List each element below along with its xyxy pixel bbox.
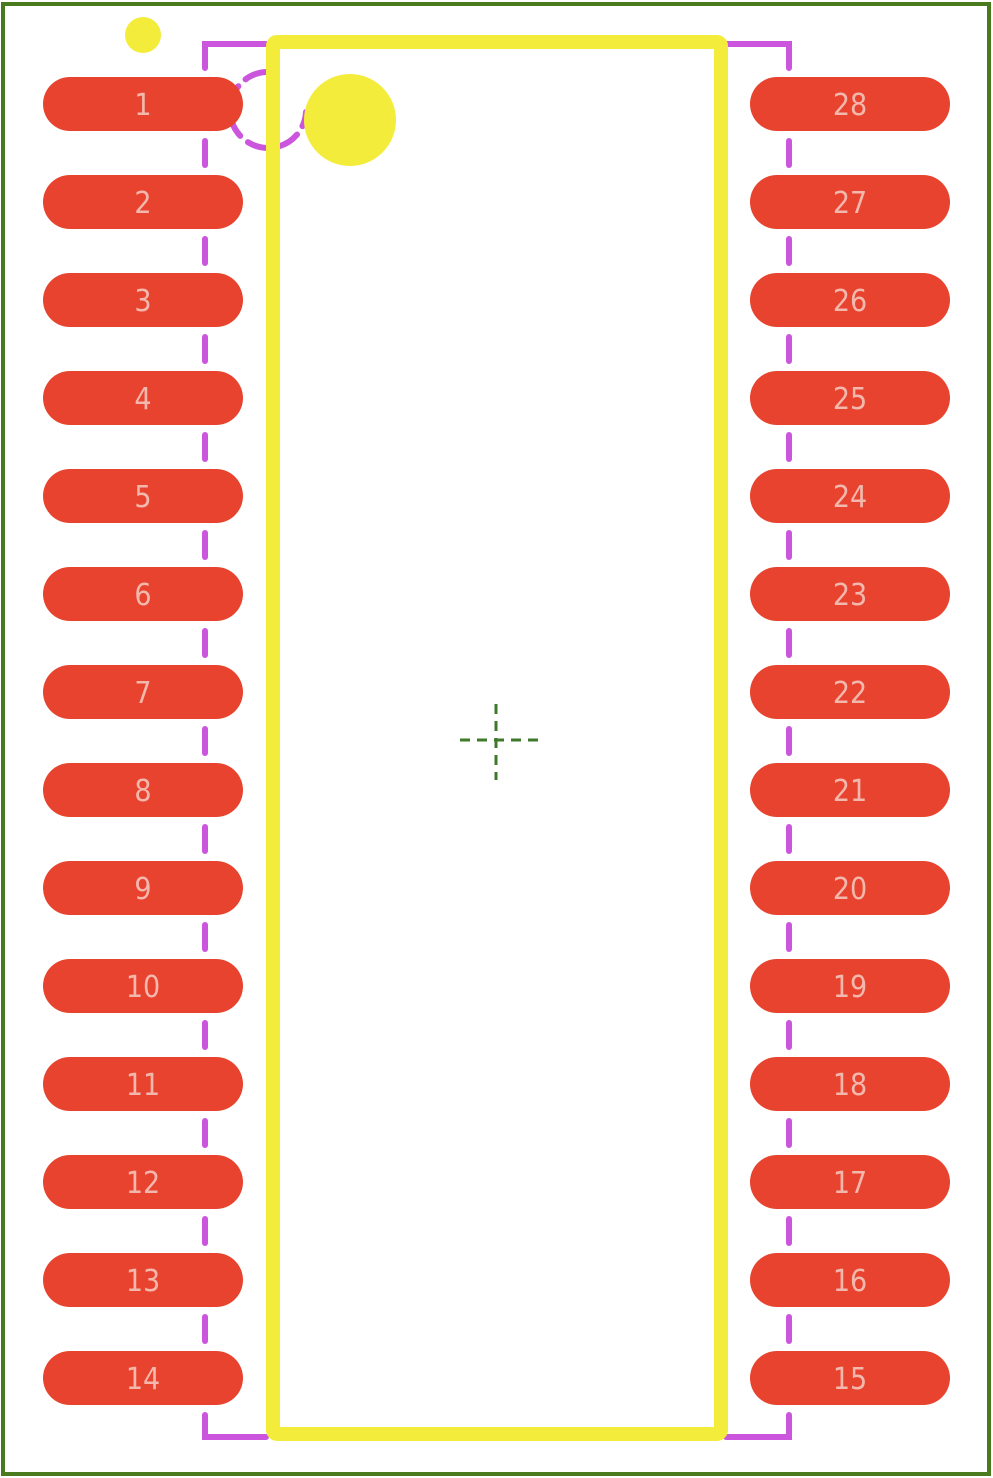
pad-number-label: 2 — [134, 186, 151, 221]
pad-right-3: 26 — [750, 273, 950, 327]
pin1-silkscreen-dot — [304, 74, 396, 166]
pad-shape — [43, 371, 243, 425]
pad-shape — [43, 175, 243, 229]
pad-shape — [750, 371, 950, 425]
pin1-marker-dot — [125, 17, 161, 53]
assembly-bottom-right-corner — [723, 1412, 792, 1440]
pad-shape — [43, 1351, 243, 1405]
pad-right-7: 22 — [750, 665, 950, 719]
assembly-bottom-left-corner — [202, 1412, 269, 1440]
pad-number-label: 7 — [134, 676, 151, 711]
pad-left-1: 1 — [43, 77, 243, 131]
pad-shape — [750, 1057, 950, 1111]
pad-right-12: 17 — [750, 1155, 950, 1209]
pad-number-label: 4 — [134, 382, 151, 417]
pad-right-14: 15 — [750, 1351, 950, 1405]
pad-right-9: 20 — [750, 861, 950, 915]
pad-shape — [750, 665, 950, 719]
right-pad-row: 28 27 26 25 24 23 22 21 20 19 18 17 16 15 — [750, 77, 950, 1405]
silkscreen-body-outline — [266, 35, 728, 1441]
pad-shape — [750, 273, 950, 327]
pad-number-label: 12 — [126, 1166, 160, 1201]
assembly-outline — [202, 41, 792, 1440]
pad-left-13: 13 — [43, 1253, 243, 1307]
pad-right-5: 24 — [750, 469, 950, 523]
pad-number-label: 17 — [833, 1166, 867, 1201]
pad-number-label: 21 — [833, 774, 867, 809]
pad-left-5: 5 — [43, 469, 243, 523]
pad-shape — [43, 665, 243, 719]
pad-left-8: 8 — [43, 763, 243, 817]
pin1-arc — [227, 69, 309, 151]
pad-shape — [43, 273, 243, 327]
pad-right-2: 27 — [750, 175, 950, 229]
pad-number-label: 27 — [833, 186, 867, 221]
pad-shape — [750, 763, 950, 817]
pad-number-label: 26 — [833, 284, 867, 319]
pad-shape — [43, 861, 243, 915]
pad-number-label: 6 — [134, 578, 151, 613]
pad-left-12: 12 — [43, 1155, 243, 1209]
pad-number-label: 9 — [134, 872, 151, 907]
pad-number-label: 10 — [126, 970, 160, 1005]
pad-number-label: 28 — [833, 88, 867, 123]
pad-shape — [750, 1253, 950, 1307]
pad-number-label: 16 — [833, 1264, 867, 1299]
pad-right-11: 18 — [750, 1057, 950, 1111]
pad-left-2: 2 — [43, 175, 243, 229]
pad-left-11: 11 — [43, 1057, 243, 1111]
pad-shape — [43, 1253, 243, 1307]
pad-right-8: 21 — [750, 763, 950, 817]
pad-shape — [750, 175, 950, 229]
pad-number-label: 19 — [833, 970, 867, 1005]
pad-number-label: 1 — [134, 88, 151, 123]
pad-number-label: 18 — [833, 1068, 867, 1103]
pad-shape — [750, 1351, 950, 1405]
pad-number-label: 15 — [833, 1362, 867, 1397]
pad-number-label: 25 — [833, 382, 867, 417]
pad-shape — [750, 1155, 950, 1209]
pad-number-label: 20 — [833, 872, 867, 907]
pad-number-label: 8 — [134, 774, 151, 809]
pad-left-4: 4 — [43, 371, 243, 425]
pad-right-6: 23 — [750, 567, 950, 621]
pad-left-14: 14 — [43, 1351, 243, 1405]
pad-left-3: 3 — [43, 273, 243, 327]
pad-number-label: 22 — [833, 676, 867, 711]
pad-number-label: 5 — [134, 480, 151, 515]
pad-shape — [750, 77, 950, 131]
pad-shape — [43, 763, 243, 817]
pad-shape — [43, 567, 243, 621]
pad-number-label: 11 — [126, 1068, 160, 1103]
pad-left-10: 10 — [43, 959, 243, 1013]
pad-number-label: 23 — [833, 578, 867, 613]
assembly-top-left-corner — [202, 41, 269, 71]
pad-shape — [750, 469, 950, 523]
pad-right-10: 19 — [750, 959, 950, 1013]
pad-number-label: 3 — [134, 284, 151, 319]
pad-left-6: 6 — [43, 567, 243, 621]
origin-crosshair-icon — [460, 704, 540, 780]
pad-left-7: 7 — [43, 665, 243, 719]
pad-shape — [750, 567, 950, 621]
pad-right-1: 28 — [750, 77, 950, 131]
pad-right-13: 16 — [750, 1253, 950, 1307]
pad-shape — [43, 1057, 243, 1111]
pad-number-label: 24 — [833, 480, 867, 515]
assembly-top-right-corner — [723, 41, 792, 71]
pad-number-label: 14 — [126, 1362, 160, 1397]
pad-left-9: 9 — [43, 861, 243, 915]
pad-shape — [43, 1155, 243, 1209]
pad-shape — [43, 469, 243, 523]
pad-right-4: 25 — [750, 371, 950, 425]
pad-shape — [43, 77, 243, 131]
pad-shape — [750, 959, 950, 1013]
pad-number-label: 13 — [126, 1264, 160, 1299]
pad-shape — [750, 861, 950, 915]
pad-shape — [43, 959, 243, 1013]
